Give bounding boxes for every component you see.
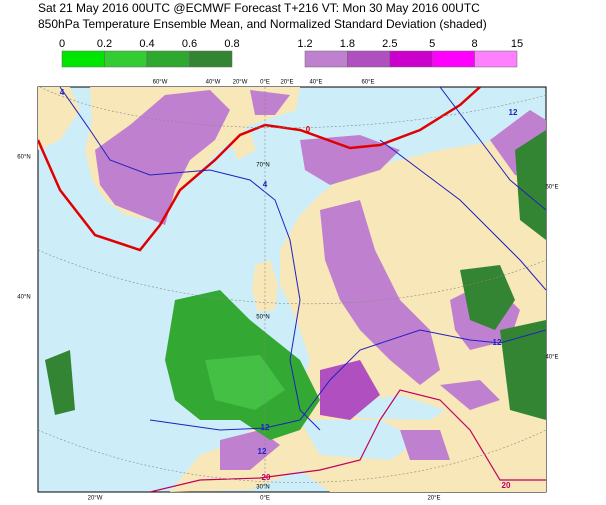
legend-swatch — [104, 50, 148, 68]
spread-area — [400, 430, 450, 460]
contour-label: 4 — [263, 180, 268, 189]
grid-label: 40°W — [206, 80, 221, 86]
graticule — [38, 429, 546, 483]
graticule — [39, 87, 546, 129]
grid-label: 60°W — [153, 80, 168, 86]
legend-swatch — [61, 50, 105, 68]
contour-label: 12 — [258, 447, 267, 456]
map — [37, 86, 547, 493]
grid-label: 20°E — [427, 496, 440, 502]
contour-label: 4 — [60, 88, 65, 97]
spread-area — [250, 90, 290, 115]
grid-label: 20°E — [280, 80, 293, 86]
legend-label: 8 — [472, 38, 478, 50]
canada — [38, 87, 80, 150]
legend-label: 1.8 — [340, 38, 355, 50]
grid-label: 60°N — [17, 155, 30, 161]
legend-label: 0.6 — [182, 38, 197, 50]
britain — [252, 260, 278, 312]
grid-label: 40°E — [545, 355, 558, 361]
grid-label: 70°N — [256, 163, 269, 169]
grid-label: 20°W — [233, 80, 248, 86]
grid-label: 60°E — [361, 80, 374, 86]
legend-label: 1.2 — [297, 38, 312, 50]
isotherm — [379, 139, 546, 291]
grid-label: 0°E — [260, 80, 270, 86]
grid-label: 30°N — [256, 485, 269, 491]
contour-label: 12 — [509, 108, 518, 117]
grid-label: 20°W — [88, 496, 103, 502]
grid-label: 60°E — [545, 185, 558, 191]
legend-swatch — [474, 50, 518, 68]
contour-label: 12 — [493, 338, 502, 347]
grid-label: 40°N — [17, 295, 30, 301]
legend-label: 0.4 — [139, 38, 154, 50]
isotherm — [149, 389, 546, 492]
low-spread-area — [460, 265, 515, 330]
contour-label: 0 — [306, 125, 311, 134]
legend-swatch — [146, 50, 190, 68]
spread-area — [320, 200, 440, 385]
title-line2: 850hPa Temperature Ensemble Mean, and No… — [38, 17, 487, 31]
legend-label: 0 — [59, 38, 65, 50]
low-spread-area — [515, 130, 546, 240]
legend-label: 2.5 — [382, 38, 397, 50]
legend-label: 0.2 — [97, 38, 112, 50]
grid-label: 50°N — [256, 315, 269, 321]
zero-isotherm — [38, 87, 481, 252]
spread-area — [300, 135, 400, 185]
low-spread-area — [500, 320, 546, 420]
spread-area — [440, 380, 500, 410]
legend-swatch — [389, 50, 433, 68]
contour-label: 20 — [262, 473, 271, 482]
isotherm — [149, 329, 546, 431]
legend-label: 5 — [429, 38, 435, 50]
title-line1: Sat 21 May 2016 00UTC @ECMWF Forecast T+… — [38, 1, 480, 15]
legend-label: 15 — [511, 38, 523, 50]
legend-swatch — [347, 50, 391, 68]
contour-label: 12 — [261, 423, 270, 432]
mediterranean — [300, 420, 420, 460]
contour-label: 20 — [502, 481, 511, 490]
legend-swatch — [304, 50, 348, 68]
legend-label: 0.8 — [224, 38, 239, 50]
isotherm — [59, 87, 321, 431]
low-spread-area — [45, 350, 75, 415]
grid-label: 0°E — [260, 496, 270, 502]
legend-swatch — [189, 50, 233, 68]
grid-label: 40°E — [309, 80, 322, 86]
graticule — [38, 249, 546, 305]
legend-swatch — [431, 50, 475, 68]
